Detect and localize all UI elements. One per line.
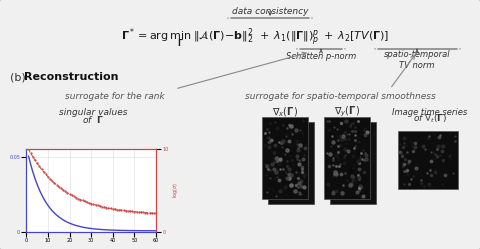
Text: data consistency: data consistency bbox=[232, 6, 308, 15]
Bar bbox=[330, 122, 376, 204]
Text: $\nabla_x(\mathbf{\Gamma})$: $\nabla_x(\mathbf{\Gamma})$ bbox=[272, 105, 298, 119]
Text: Reconstruction: Reconstruction bbox=[24, 72, 119, 82]
Text: singular values: singular values bbox=[59, 108, 127, 117]
Text: (b): (b) bbox=[10, 72, 26, 82]
Text: of $\nabla_t(\mathbf{\Gamma})$: of $\nabla_t(\mathbf{\Gamma})$ bbox=[413, 113, 447, 125]
Y-axis label: $\log(\sigma)$: $\log(\sigma)$ bbox=[171, 183, 180, 198]
Text: surrogate for spatio-temporal smoothness: surrogate for spatio-temporal smoothness bbox=[245, 91, 435, 101]
Bar bbox=[398, 131, 458, 189]
Text: of  $\mathbf{\Gamma}$: of $\mathbf{\Gamma}$ bbox=[82, 114, 104, 124]
Text: surrogate for the rank: surrogate for the rank bbox=[65, 91, 165, 101]
Bar bbox=[262, 117, 308, 199]
Bar bbox=[324, 117, 370, 199]
Text: spatio-temporal
TV norm: spatio-temporal TV norm bbox=[384, 50, 450, 70]
Text: $\nabla_y(\mathbf{\Gamma})$: $\nabla_y(\mathbf{\Gamma})$ bbox=[334, 105, 360, 119]
Text: Schatten p-norm: Schatten p-norm bbox=[286, 52, 356, 61]
Bar bbox=[268, 122, 314, 204]
Text: Image time series: Image time series bbox=[392, 108, 468, 117]
Text: $\mathbf{\Gamma}^* = \arg\min_{\mathbf{\Gamma}}\; \|\mathcal{A}(\mathbf{\Gamma}): $\mathbf{\Gamma}^* = \arg\min_{\mathbf{\… bbox=[121, 27, 389, 51]
